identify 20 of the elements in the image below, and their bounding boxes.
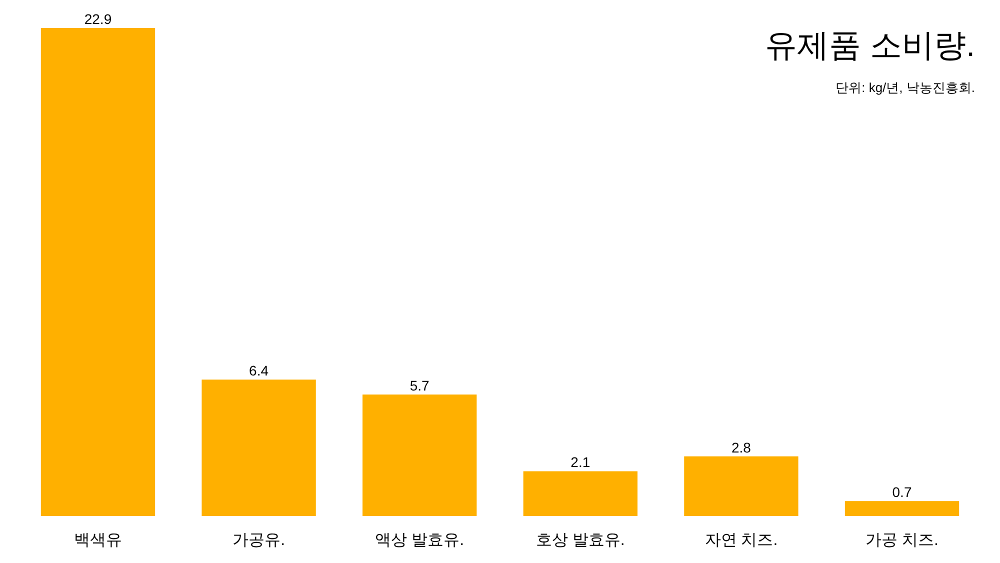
bar bbox=[40, 28, 156, 516]
bar bbox=[362, 394, 477, 516]
x-tick-label: 가공유. bbox=[232, 532, 286, 549]
data-label: 2.1 bbox=[570, 454, 590, 470]
data-label: 22.9 bbox=[84, 11, 112, 27]
x-tick-label: 액상 발효유. bbox=[375, 532, 464, 549]
data-label: 0.7 bbox=[892, 484, 912, 500]
x-tick-label: 호상 발효유. bbox=[536, 532, 625, 549]
chart-title: 유제품 소비량. bbox=[765, 27, 975, 63]
bar bbox=[844, 501, 960, 516]
bar bbox=[202, 380, 316, 516]
text: 단위: kg/년, 낙농진흥회. bbox=[836, 80, 975, 95]
data-label: 6.4 bbox=[249, 362, 269, 379]
x-tick-label: 가공 치즈. bbox=[866, 532, 938, 549]
x-tick-label: 자연 치즈. bbox=[704, 532, 778, 549]
data-label: 5.7 bbox=[410, 378, 430, 394]
bar bbox=[684, 456, 798, 516]
data-label: 2.8 bbox=[731, 439, 752, 456]
x-tick-label: 백색유 bbox=[74, 532, 122, 549]
bar bbox=[523, 471, 638, 516]
